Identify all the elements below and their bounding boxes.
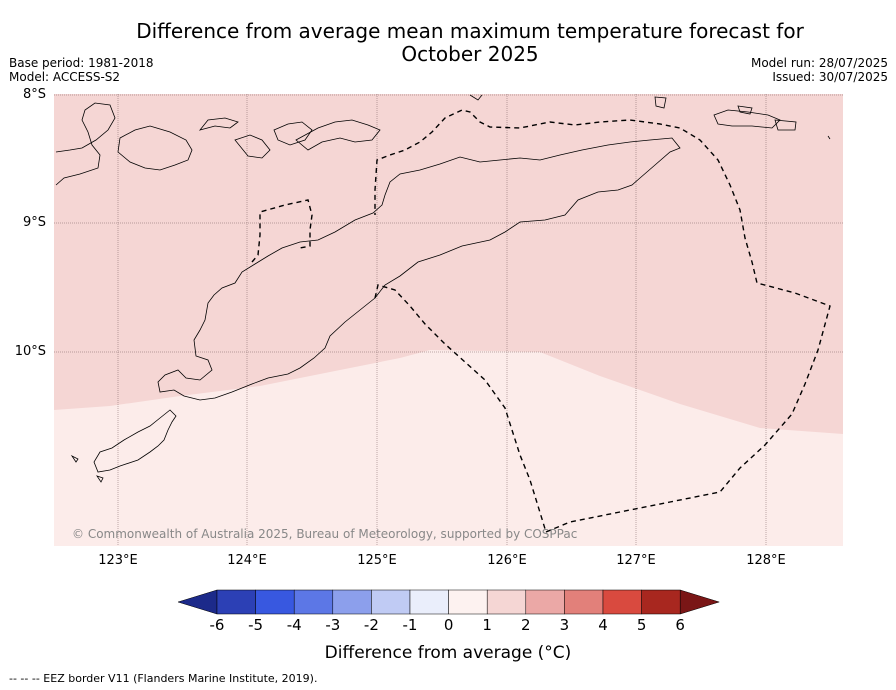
colorbar-segment	[255, 589, 295, 615]
colorbar-extend-low	[178, 589, 218, 615]
colorbar-segment	[371, 589, 411, 615]
colorbar-tick-label: -6	[209, 616, 225, 634]
lon-label-128e: 128°E	[746, 553, 786, 568]
lat-label-9s: 9°S	[22, 215, 46, 230]
colorbar-tick-label: -3	[325, 616, 341, 634]
lat-label-8s: 8°S	[22, 87, 46, 102]
colorbar-segment	[641, 589, 681, 615]
colorbar-segment	[216, 589, 256, 615]
coastlines	[55, 94, 831, 483]
timor-coast	[157, 137, 681, 401]
title-line-1: Difference from average mean maximum tem…	[136, 19, 804, 43]
colorbar-segment	[293, 589, 334, 615]
issued-date: Issued: 30/07/2025	[772, 70, 888, 84]
colorbar-label: Difference from average (°C)	[324, 643, 572, 663]
model-name: Model: ACCESS-S2	[9, 70, 121, 84]
colorbar-segment	[486, 589, 527, 615]
lon-label-125e: 125°E	[357, 553, 397, 568]
model-run: Model run: 28/07/2025	[750, 56, 888, 70]
eez-border	[251, 109, 831, 533]
lon-label-123e: 123°E	[98, 553, 138, 568]
lat-label-10s: 10°S	[14, 344, 46, 359]
copyright-text: © Commonwealth of Australia 2025, Bureau…	[72, 527, 578, 541]
colorbar-tick-label: 4	[598, 616, 608, 634]
colorbar-segment	[409, 589, 449, 615]
colorbar	[178, 589, 720, 615]
lon-label-127e: 127°E	[616, 553, 656, 568]
north-islands	[55, 102, 116, 186]
colorbar-extend-high	[679, 589, 720, 615]
colorbar-segment	[525, 589, 565, 615]
colorbar-tick-label: 3	[559, 616, 570, 634]
colorbar-segment	[448, 589, 488, 615]
colorbar-segment	[602, 589, 642, 615]
lon-label-126e: 126°E	[487, 553, 527, 568]
colorbar-tick-label: 1	[482, 616, 492, 634]
colorbar-tick-label: -2	[363, 616, 379, 634]
zone-0-to-1	[54, 350, 843, 546]
colorbar-tick-label: 5	[636, 616, 647, 634]
colorbar-segment	[564, 589, 604, 615]
rote-coast	[93, 409, 177, 473]
gridlines	[54, 94, 843, 546]
colorbar-tick-label: -1	[402, 616, 418, 634]
title-line-2: October 2025	[401, 42, 539, 66]
colorbar-tick-label: 6	[675, 616, 685, 634]
colorbar-segment	[332, 589, 372, 615]
colorbar-tick-label: 2	[521, 616, 531, 634]
chart-title: Difference from average mean maximum tem…	[0, 20, 896, 66]
colorbar-tick-label: 0	[443, 616, 454, 634]
colorbar-tick-label: -5	[248, 616, 264, 634]
base-period: Base period: 1981-2018	[9, 56, 154, 70]
lon-label-124e: 124°E	[227, 553, 267, 568]
eez-legend: -- -- -- EEZ border V11 (Flanders Marine…	[9, 672, 318, 685]
colorbar-tick-label: -4	[286, 616, 302, 634]
meta-right: Model run: 28/07/2025 Issued: 30/07/2025	[751, 56, 888, 84]
meta-left: Base period: 1981-2018 Model: ACCESS-S2	[9, 56, 154, 84]
